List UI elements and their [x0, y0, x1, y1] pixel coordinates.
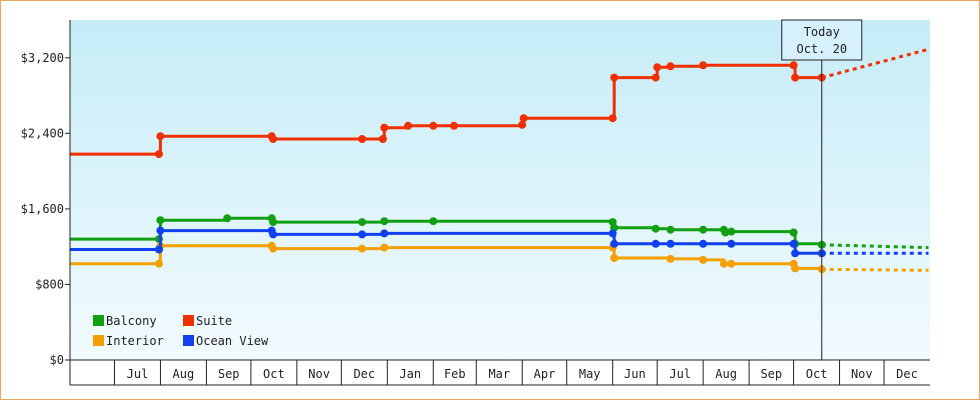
forecast-line-suite: [821, 47, 929, 80]
data-point-ocean-view: [651, 239, 660, 248]
data-point-suite: [269, 135, 278, 143]
data-point-suite: [518, 120, 527, 129]
data-point-suite: [450, 121, 458, 130]
legend-swatch-ocean-view: [183, 335, 194, 346]
x-tick-label: Dec: [353, 367, 375, 381]
data-point-suite: [653, 63, 662, 72]
x-tick-label: Aug: [715, 367, 737, 381]
series-balcony: [70, 214, 929, 250]
x-tick-label: Nov: [851, 367, 873, 381]
legend-label-suite: Suite: [196, 314, 232, 328]
data-point-suite: [358, 135, 367, 143]
data-point-ocean-view: [269, 230, 278, 239]
data-point-balcony: [156, 216, 165, 225]
x-tick-label: Nov: [308, 367, 330, 381]
data-point-suite: [651, 73, 660, 82]
x-tick-label: Aug: [173, 367, 195, 381]
x-tick-label: May: [579, 367, 601, 381]
y-tick-label: $800: [35, 277, 64, 291]
x-tick-label: Dec: [896, 367, 918, 381]
x-tick-label: Oct: [263, 367, 285, 381]
data-point-interior: [358, 244, 367, 253]
data-point-suite: [378, 135, 387, 143]
data-point-suite: [519, 114, 528, 123]
x-tick-label: Apr: [534, 367, 556, 381]
data-point-balcony: [380, 217, 389, 226]
data-point-ocean-view: [727, 239, 736, 248]
data-point-interior: [666, 254, 675, 263]
data-point-suite: [429, 121, 438, 130]
data-point-ocean-view: [666, 239, 675, 248]
plot-background: [70, 20, 930, 360]
data-point-suite: [155, 150, 163, 159]
x-tick-label: Jan: [399, 367, 421, 381]
legend: Balcony Suite Interior Ocean View: [93, 314, 269, 348]
data-point-balcony: [789, 228, 798, 237]
legend-swatch-balcony: [93, 315, 104, 326]
data-point-balcony: [666, 225, 675, 234]
legend-label-interior: Interior: [106, 334, 164, 348]
data-point-suite: [156, 132, 165, 141]
data-point-interior: [791, 264, 800, 273]
x-tick-label: Jul: [669, 367, 691, 381]
data-point-balcony: [699, 225, 708, 234]
y-tick-label: $3,200: [21, 51, 64, 65]
y-tick-label: $1,600: [21, 202, 64, 216]
data-point-interior: [699, 255, 708, 264]
today-marker: Today Oct. 20: [781, 19, 863, 360]
data-point-interior: [380, 243, 389, 252]
y-tick-label: $0: [50, 353, 64, 367]
data-point-ocean-view: [155, 245, 163, 254]
data-point-ocean-view: [610, 239, 619, 248]
data-point-interior: [155, 259, 163, 268]
data-point-suite: [380, 123, 389, 132]
data-point-suite: [610, 73, 619, 82]
today-date: Oct. 20: [796, 42, 847, 56]
data-point-ocean-view: [791, 249, 800, 258]
today-box: [781, 19, 863, 61]
data-point-balcony: [223, 214, 232, 223]
data-point-ocean-view: [156, 226, 165, 235]
data-point-interior: [269, 244, 278, 253]
axis-layer: $0 $800 $1,600 $2,400 $3,200 Jul Aug Sep Oct Nov D…: [21, 20, 930, 386]
data-point-ocean-view: [699, 239, 708, 248]
data-point-balcony: [721, 228, 730, 237]
x-tick-label: Sep: [760, 367, 782, 381]
x-tick-label: Feb: [444, 367, 466, 381]
x-tick-label: Oct: [806, 367, 828, 381]
data-point-balcony: [727, 227, 736, 236]
today-label: Today: [804, 25, 840, 39]
data-point-ocean-view: [380, 229, 389, 238]
y-tick-label: $2,400: [21, 126, 64, 140]
forecast-line-interior: [821, 267, 929, 272]
data-point-suite: [608, 114, 617, 123]
data-point-ocean-view: [608, 229, 617, 238]
forecast-line-balcony: [821, 243, 929, 250]
legend-label-balcony: Balcony: [106, 314, 157, 328]
data-point-ocean-view: [789, 239, 798, 248]
data-point-interior: [727, 259, 736, 268]
x-tick-label: Jun: [624, 367, 646, 381]
data-point-balcony: [269, 218, 278, 227]
series-ocean-view: [70, 226, 929, 258]
data-point-suite: [666, 62, 675, 71]
data-point-balcony: [429, 217, 438, 226]
data-point-suite: [699, 61, 708, 70]
data-point-balcony: [358, 218, 367, 227]
data-point-ocean-view: [358, 230, 367, 239]
data-point-suite: [404, 121, 413, 130]
data-point-suite: [791, 73, 800, 82]
data-point-interior: [610, 254, 619, 262]
data-point-balcony: [651, 224, 660, 233]
x-tick-label: Sep: [218, 367, 240, 381]
legend-swatch-interior: [93, 335, 104, 346]
data-point-interior: [719, 259, 728, 268]
x-tick-label: Mar: [488, 367, 510, 381]
legend-swatch-suite: [183, 315, 194, 326]
legend-label-ocean-view: Ocean View: [196, 334, 269, 348]
x-tick-label: Jul: [127, 367, 149, 381]
data-point-suite: [789, 61, 798, 70]
